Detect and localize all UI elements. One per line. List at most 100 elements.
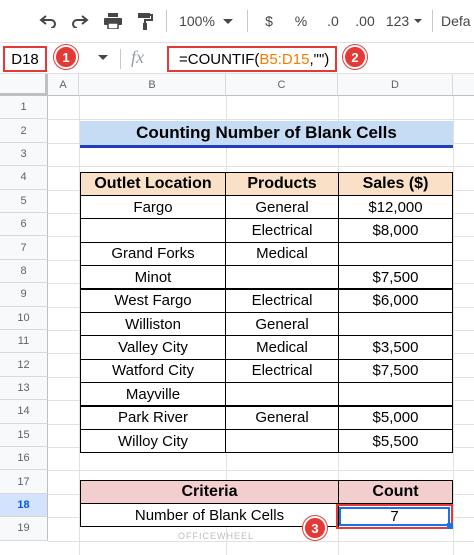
table-cell[interactable]: Minot — [80, 265, 226, 290]
print-icon[interactable] — [101, 8, 125, 34]
toolbar-divider — [247, 10, 248, 32]
row-header[interactable]: 17 — [0, 470, 48, 494]
formula-input[interactable]: =COUNTIF(B5:D15 ,"") — [167, 46, 337, 72]
gridline — [48, 119, 474, 121]
row-header[interactable]: 4 — [0, 166, 48, 190]
toolbar: 100% $ % .0 .00 123 Defa — [0, 0, 474, 42]
table-cell[interactable] — [338, 241, 453, 267]
table-cell[interactable]: Mayville — [80, 382, 226, 407]
row-header[interactable]: 16 — [0, 447, 48, 471]
gridline — [48, 166, 474, 168]
table-cell[interactable]: Electrical — [225, 358, 339, 384]
column-header-a[interactable]: A — [48, 74, 79, 96]
table-cell[interactable]: Grand Forks — [80, 241, 226, 267]
table-cell[interactable]: $5,500 — [338, 428, 453, 454]
chevron-down-icon[interactable] — [98, 55, 108, 60]
gridline — [453, 96, 454, 555]
row-header[interactable]: 8 — [0, 259, 48, 284]
table-cell[interactable]: Watford City — [80, 358, 226, 384]
name-box[interactable]: D18 — [3, 46, 47, 72]
spreadsheet-grid: A B C D 1 2 3 4 5 6 7 8 9 10 11 12 13 14 15 16 17 18 19 Co… — [0, 74, 474, 555]
table-cell[interactable]: West Fargo — [80, 288, 226, 313]
page-title: Counting Number of Blank Cells — [80, 121, 453, 148]
undo-icon[interactable] — [36, 8, 60, 34]
row-header[interactable]: 15 — [0, 423, 48, 447]
more-formats-button[interactable]: 123 — [384, 8, 424, 34]
table-cell[interactable]: Medical — [225, 241, 339, 267]
formula-bar: D18 fx =COUNTIF(B5:D15 ,"") — [0, 42, 474, 74]
table-cell[interactable]: $3,500 — [338, 335, 453, 360]
criteria-header: Criteria — [80, 480, 339, 504]
row-header[interactable]: 13 — [0, 376, 48, 401]
criteria-label-cell[interactable]: Number of Blank Cells — [80, 503, 339, 527]
table-header-cell: Outlet Location — [80, 171, 226, 196]
table-cell[interactable]: $7,500 — [338, 358, 453, 384]
font-select[interactable]: Defa — [441, 8, 474, 34]
row-header[interactable]: 6 — [0, 213, 48, 237]
table-cell[interactable] — [80, 218, 226, 243]
table-cell[interactable] — [338, 382, 453, 407]
table-cell[interactable]: $5,000 — [338, 405, 453, 430]
currency-format-button[interactable]: $ — [258, 8, 280, 34]
column-header-e[interactable] — [453, 74, 474, 96]
increase-decimal-label: .00 — [355, 13, 375, 29]
decrease-decimal-label: .0 — [327, 13, 339, 29]
table-cell[interactable]: Medical — [225, 335, 339, 360]
count-header: Count — [338, 480, 453, 504]
table-cell[interactable]: $7,500 — [338, 265, 453, 290]
paint-format-icon[interactable] — [133, 8, 157, 34]
table-cell[interactable] — [225, 382, 339, 407]
zoom-select[interactable]: 100% — [176, 8, 236, 34]
increase-decimal-button[interactable]: .00 — [350, 8, 380, 34]
row-header[interactable]: 12 — [0, 353, 48, 377]
row-header[interactable]: 9 — [0, 283, 48, 307]
row-header[interactable]: 5 — [0, 189, 48, 213]
table-cell[interactable]: $6,000 — [338, 288, 453, 313]
table-cell[interactable]: Fargo — [80, 194, 226, 220]
row-header[interactable]: 3 — [0, 142, 48, 167]
table-cell[interactable] — [225, 265, 339, 290]
step-badge-1: 1 — [54, 45, 78, 69]
table-header-cell: Sales ($) — [338, 171, 453, 196]
row-header[interactable]: 10 — [0, 306, 48, 330]
row-header[interactable]: 1 — [0, 96, 48, 120]
column-header-c[interactable]: C — [226, 74, 338, 96]
select-all-corner[interactable] — [0, 74, 48, 96]
row-header[interactable]: 11 — [0, 330, 48, 354]
count-result-cell[interactable]: 7 — [336, 504, 453, 529]
step-badge-2: 2 — [343, 45, 367, 69]
table-cell[interactable]: $12,000 — [338, 194, 453, 220]
formula-range: B5:D15 — [259, 50, 310, 68]
table-cell[interactable] — [338, 311, 453, 337]
row-header[interactable]: 7 — [0, 236, 48, 260]
chevron-down-icon — [222, 18, 233, 24]
formula-bar-divider — [120, 49, 121, 69]
fill-handle[interactable] — [447, 523, 453, 529]
step-badge-3: 3 — [303, 516, 327, 540]
column-header-d[interactable]: D — [338, 74, 453, 96]
row-header[interactable]: 14 — [0, 400, 48, 424]
table-cell[interactable]: General — [225, 194, 339, 220]
table-cell[interactable]: General — [225, 405, 339, 430]
row-header[interactable]: 2 — [0, 119, 48, 143]
table-cell[interactable]: Williston — [80, 311, 226, 337]
percent-format-button[interactable]: % — [290, 8, 312, 34]
formula-suffix: ,"") — [309, 50, 330, 68]
row-header[interactable]: 19 — [0, 517, 48, 541]
table-cell[interactable]: $8,000 — [338, 218, 453, 243]
table-cell[interactable]: Park River — [80, 405, 226, 430]
toolbar-divider — [166, 10, 167, 32]
row-header[interactable]: 18 — [0, 493, 48, 518]
table-cell[interactable]: General — [225, 311, 339, 337]
font-value: Defa — [441, 13, 471, 29]
column-header-b[interactable]: B — [79, 74, 226, 96]
decrease-decimal-button[interactable]: .0 — [320, 8, 346, 34]
redo-icon[interactable] — [68, 8, 92, 34]
table-cell[interactable]: Electrical — [225, 288, 339, 313]
formula-prefix: =COUNTIF( — [179, 50, 260, 68]
toolbar-divider — [432, 10, 433, 32]
table-cell[interactable]: Valley City — [80, 335, 226, 360]
table-cell[interactable]: Electrical — [225, 218, 339, 243]
table-cell[interactable] — [225, 428, 339, 454]
table-cell[interactable]: Willoy City — [80, 428, 226, 454]
